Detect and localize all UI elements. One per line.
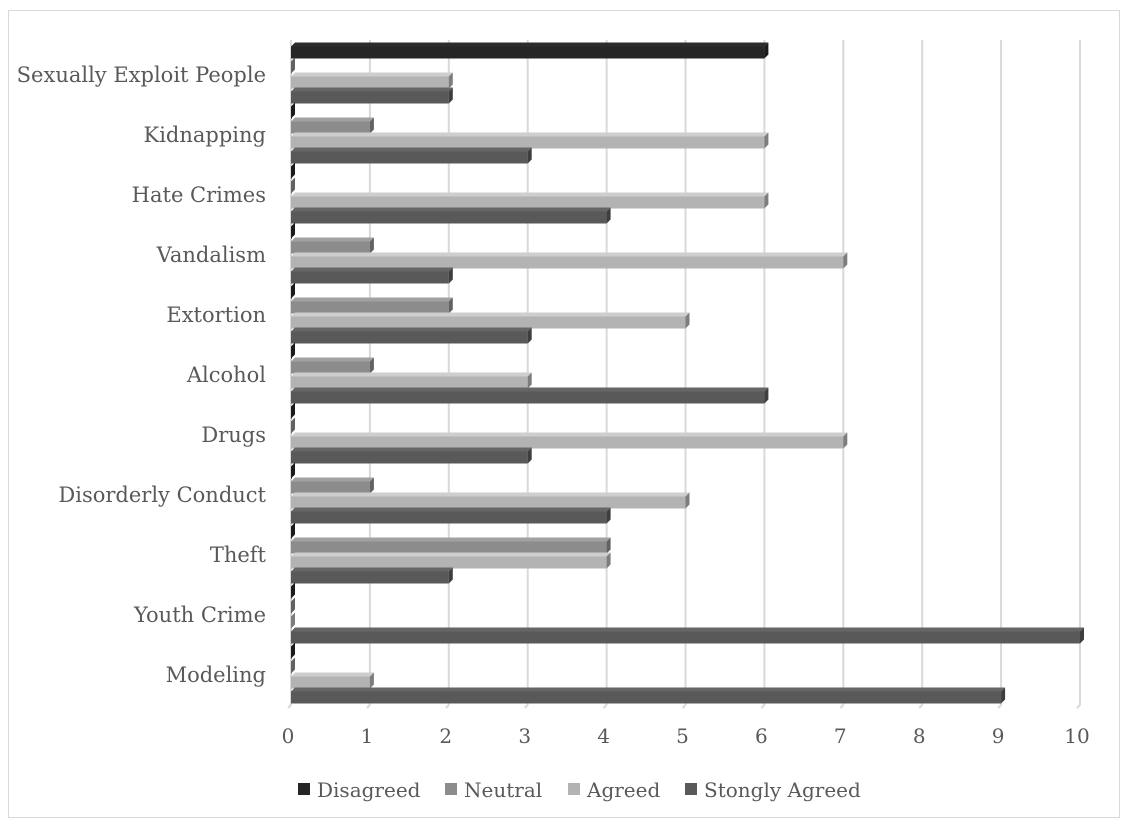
category-label: Kidnapping xyxy=(144,123,266,147)
bar-neutral xyxy=(291,117,374,134)
bar-disagreed xyxy=(291,402,295,419)
bar-agreed xyxy=(291,312,690,329)
legend-label: Agreed xyxy=(586,778,660,802)
x-tick-label: 0 xyxy=(282,724,295,748)
bar-neutral xyxy=(291,237,374,254)
bar-agreed xyxy=(291,552,611,569)
x-tick-label: 9 xyxy=(992,724,1005,748)
legend-label: Neutral xyxy=(464,778,542,802)
bar-disagreed xyxy=(291,42,769,59)
gridline-floor xyxy=(997,704,1002,709)
x-tick-label: 8 xyxy=(913,724,926,748)
bar-stongly-agreed xyxy=(291,567,453,584)
bar-disagreed xyxy=(291,282,295,299)
bar-agreed xyxy=(291,372,532,389)
bar-neutral xyxy=(291,417,295,434)
bar-agreed xyxy=(291,432,848,449)
category-label: Alcohol xyxy=(186,363,266,387)
gridline-floor xyxy=(602,704,608,709)
category-label: Hate Crimes xyxy=(132,183,266,207)
category-label: Drugs xyxy=(201,423,266,447)
legend-label: Disagreed xyxy=(317,778,421,802)
category-labels: Sexually Exploit People Kidnapping Hate Cr… xyxy=(17,63,267,687)
gridline-floor xyxy=(366,704,371,709)
bar-stongly-agreed xyxy=(291,387,769,404)
bar-agreed xyxy=(291,672,374,689)
bar-neutral xyxy=(291,537,611,554)
bar-disagreed xyxy=(291,102,295,119)
bar-neutral xyxy=(291,177,295,194)
x-tick-label: 4 xyxy=(597,724,610,748)
legend-swatch xyxy=(445,783,457,795)
bar-disagreed xyxy=(291,222,295,239)
legend-swatch xyxy=(568,783,580,795)
gridline-floor xyxy=(839,704,845,709)
legend-label: Stongly Agreed xyxy=(704,778,861,802)
bar-disagreed xyxy=(291,522,295,539)
category-label: Youth Crime xyxy=(133,603,266,627)
x-tick-labels: 0 1 2 3 4 5 6 7 8 9 10 xyxy=(282,724,1090,748)
bars xyxy=(291,42,1084,704)
x-tick-label: 2 xyxy=(439,724,452,748)
gridline-floor xyxy=(681,704,687,709)
x-tick-label: 5 xyxy=(676,724,689,748)
bar-stongly-agreed xyxy=(291,207,611,224)
bar-agreed xyxy=(291,192,769,209)
bar-neutral xyxy=(291,357,374,374)
gridline-floor xyxy=(1076,704,1081,709)
x-tick-label: 3 xyxy=(518,724,531,748)
gridline-floor xyxy=(287,704,292,709)
bar-neutral xyxy=(291,597,295,614)
legend-swatch xyxy=(298,783,310,795)
bar-stongly-agreed xyxy=(291,507,611,524)
bar-neutral xyxy=(291,477,374,494)
legend: Disagreed Neutral Agreed Stongly Agreed xyxy=(298,778,861,802)
category-label: Extortion xyxy=(166,303,266,327)
category-label: Vandalism xyxy=(156,243,266,267)
category-label: Theft xyxy=(210,543,267,567)
bar-agreed xyxy=(291,132,769,149)
bar-stongly-agreed xyxy=(291,147,532,164)
category-label: Disorderly Conduct xyxy=(58,483,266,507)
bar-disagreed xyxy=(291,462,295,479)
bar-neutral xyxy=(291,297,453,314)
gridline-floor xyxy=(918,704,923,709)
gridline-floor xyxy=(523,704,529,709)
x-tick-label: 7 xyxy=(834,724,847,748)
bar-agreed xyxy=(291,612,295,629)
bar-agreed xyxy=(291,72,453,89)
bar-stongly-agreed xyxy=(291,267,453,284)
bar-disagreed xyxy=(291,582,295,599)
legend-item-agreed: Agreed xyxy=(568,778,660,802)
legend-item-disagreed: Disagreed xyxy=(298,778,421,802)
gridline-floor xyxy=(445,704,450,709)
legend-swatch xyxy=(685,783,697,795)
bar-stongly-agreed xyxy=(291,327,532,344)
legend-item-stongly-agreed: Stongly Agreed xyxy=(685,778,861,802)
x-tick-label: 1 xyxy=(361,724,374,748)
bar-stongly-agreed xyxy=(291,447,532,464)
legend-item-neutral: Neutral xyxy=(445,778,542,802)
gridline-floor xyxy=(760,704,766,709)
bar-stongly-agreed xyxy=(291,687,1006,704)
bar-disagreed xyxy=(291,342,295,359)
bar-disagreed xyxy=(291,642,295,659)
bar-disagreed xyxy=(291,162,295,179)
bar-agreed xyxy=(291,492,690,509)
bar-neutral xyxy=(291,57,295,74)
category-label: Sexually Exploit People xyxy=(17,63,266,87)
bar-stongly-agreed xyxy=(291,87,453,104)
category-label: Modeling xyxy=(166,663,266,687)
bar-neutral xyxy=(291,657,295,674)
x-tick-label: 6 xyxy=(755,724,768,748)
bar-stongly-agreed xyxy=(291,627,1084,644)
x-tick-label: 10 xyxy=(1064,724,1089,748)
bar-agreed xyxy=(291,252,848,269)
